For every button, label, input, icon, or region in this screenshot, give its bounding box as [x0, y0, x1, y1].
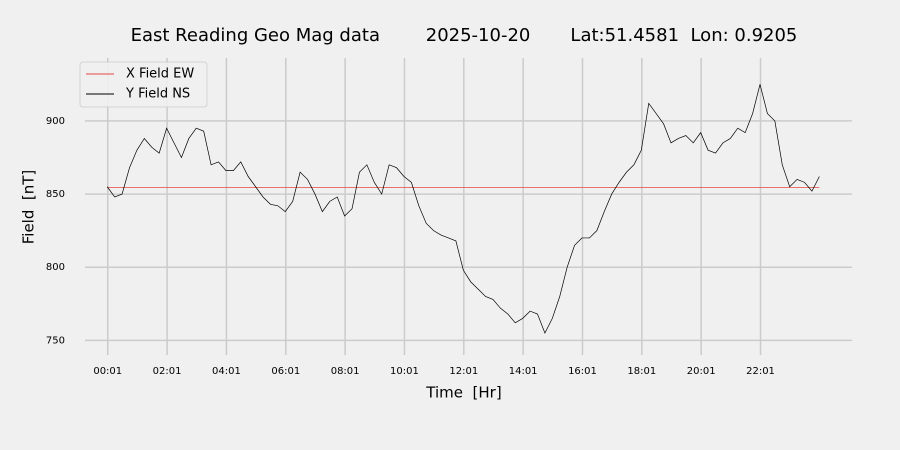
- x-tick-label: 10:01: [390, 366, 419, 377]
- data-line: [106, 84, 820, 334]
- legend-label: Y Field NS: [125, 87, 190, 102]
- chart-title: East Reading Geo Mag data 2025-10-20 Lat…: [131, 25, 798, 46]
- x-tick-label: 00:01: [93, 366, 122, 377]
- x-tick-label: 04:01: [212, 366, 241, 377]
- legend-box: [79, 61, 208, 108]
- y-axis-label: Field [nT]: [20, 170, 38, 245]
- x-tick-label: 02:01: [153, 366, 182, 377]
- legend-label: X Field EW: [126, 67, 194, 82]
- y-tick-label: 750: [46, 335, 65, 346]
- x-tick-label: 08:01: [331, 366, 360, 377]
- y-tick-label: 800: [46, 262, 65, 273]
- x-tick-label: 16:01: [568, 366, 597, 377]
- x-tick-label: 22:01: [746, 366, 775, 377]
- x-axis-label: Time [Hr]: [425, 384, 501, 402]
- legend: X Field EW Y Field NS: [79, 61, 208, 108]
- y-tick-label: 900: [46, 116, 65, 127]
- y-tick-label: 850: [46, 189, 65, 200]
- plot-lines: [106, 84, 820, 334]
- x-tick-label: 18:01: [627, 366, 656, 377]
- x-tick-label: 20:01: [687, 366, 716, 377]
- x-tick-label: 12:01: [449, 366, 478, 377]
- x-tick-label: 06:01: [271, 366, 300, 377]
- x-tick-label: 14:01: [509, 366, 538, 377]
